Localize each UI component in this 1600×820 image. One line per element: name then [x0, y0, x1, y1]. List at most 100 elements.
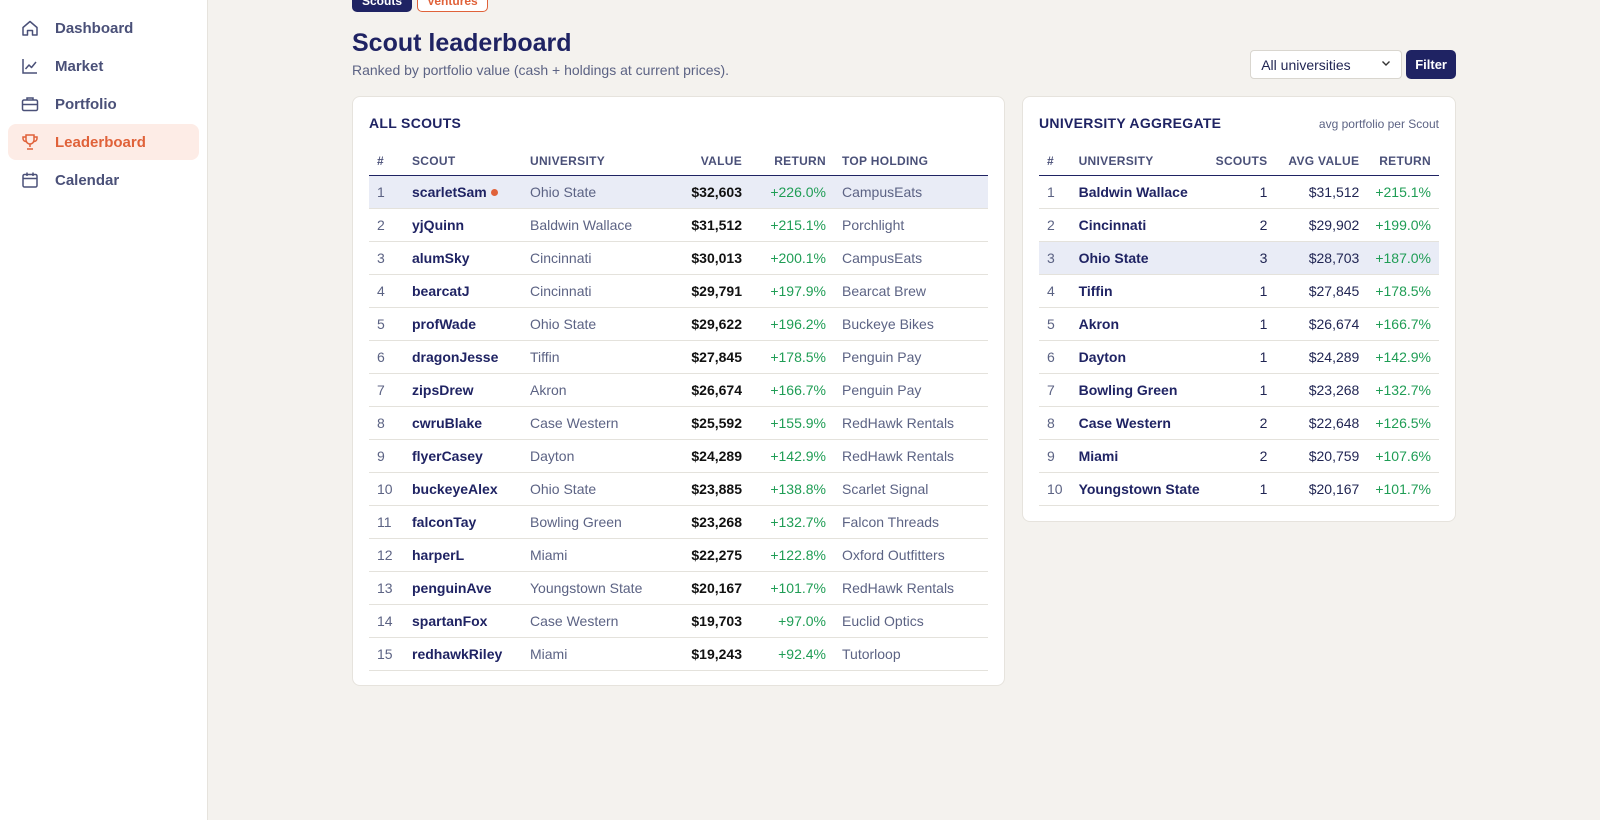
- value-cell: $19,703: [662, 604, 750, 638]
- return-cell: +101.7%: [750, 571, 834, 605]
- avg-value-cell: $31,512: [1275, 175, 1368, 209]
- scout-row[interactable]: 6 dragonJesse Tiffin $27,845 +178.5% Penguin …: [369, 340, 988, 374]
- sidebar-item-dashboard[interactable]: Dashboard: [8, 10, 199, 46]
- university-row[interactable]: 7 Bowling Green 1 $23,268 +132.7%: [1039, 373, 1439, 407]
- tab-scouts[interactable]: Scouts: [352, 0, 413, 12]
- university-row[interactable]: 10 Youngstown State 1 $20,167 +101.7%: [1039, 472, 1439, 506]
- top-holding-cell: RedHawk Rentals: [834, 406, 988, 440]
- university-row[interactable]: 5 Akron 1 $26,674 +166.7%: [1039, 307, 1439, 341]
- sidebar-item-portfolio[interactable]: Portfolio: [8, 86, 199, 122]
- return-cell: +226.0%: [750, 175, 834, 209]
- scouts-count-cell: 2: [1207, 208, 1276, 242]
- scout-row[interactable]: 15 redhawkRiley Miami $19,243 +92.4% Tutorloo…: [369, 637, 988, 671]
- university-aggregate-note: avg portfolio per Scout: [1318, 117, 1439, 131]
- scout-row[interactable]: 9 flyerCasey Dayton $24,289 +142.9% RedHawk R…: [369, 439, 988, 473]
- return-cell: +97.0%: [750, 604, 834, 638]
- university-row[interactable]: 3 Ohio State 3 $28,703 +187.0%: [1039, 241, 1439, 275]
- scout-row[interactable]: 7 zipsDrew Akron $26,674 +166.7% Penguin Pay: [369, 373, 988, 407]
- chart-line-icon: [20, 56, 40, 76]
- university-row[interactable]: 6 Dayton 1 $24,289 +142.9%: [1039, 340, 1439, 374]
- university-cell: Ohio State: [522, 472, 662, 506]
- column-header: SCOUTS: [1207, 147, 1276, 176]
- university-cell: Ohio State: [522, 307, 662, 341]
- sidebar-item-market[interactable]: Market: [8, 48, 199, 84]
- avg-value-cell: $22,648: [1275, 406, 1368, 440]
- scout-row[interactable]: 5 profWade Ohio State $29,622 +196.2% Buckeye…: [369, 307, 988, 341]
- university-aggregate-title: UNIVERSITY AGGREGATE: [1039, 115, 1222, 131]
- scouts-count-cell: 1: [1207, 175, 1276, 209]
- university-name-cell: Dayton: [1070, 340, 1208, 374]
- scout-name[interactable]: cwruBlake: [412, 414, 483, 431]
- column-header: #: [1039, 147, 1071, 176]
- scout-row[interactable]: 8 cwruBlake Case Western $25,592 +155.9% RedH…: [369, 406, 988, 440]
- scout-name[interactable]: spartanFox: [412, 612, 488, 629]
- column-header: VALUE: [662, 147, 750, 176]
- return-cell: +166.7%: [750, 373, 834, 407]
- university-aggregate-card: UNIVERSITY AGGREGATE avg portfolio per S…: [1022, 96, 1456, 522]
- tab-ventures[interactable]: Ventures: [417, 0, 488, 12]
- scout-name[interactable]: falconTay: [412, 513, 477, 530]
- scout-name[interactable]: yjQuinn: [412, 216, 465, 233]
- university-row[interactable]: 8 Case Western 2 $22,648 +126.5%: [1039, 406, 1439, 440]
- scout-name[interactable]: alumSky: [412, 249, 470, 266]
- scout-row[interactable]: 1 scarletSam Ohio State $32,603 +226.0% Campu…: [369, 175, 988, 209]
- university-row[interactable]: 2 Cincinnati 2 $29,902 +199.0%: [1039, 208, 1439, 242]
- scout-name[interactable]: bearcatJ: [412, 282, 470, 299]
- sidebar-item-label: Portfolio: [55, 95, 117, 113]
- scout-name[interactable]: profWade: [412, 315, 477, 332]
- calendar-icon: [20, 170, 40, 190]
- return-cell: +196.2%: [750, 307, 834, 341]
- scout-name[interactable]: harperL: [412, 546, 465, 563]
- page-title: Scout leaderboard: [352, 29, 572, 57]
- return-cell: +142.9%: [1367, 340, 1439, 374]
- rank-cell: 5: [369, 307, 404, 341]
- scout-row[interactable]: 13 penguinAve Youngstown State $20,167 +101.…: [369, 571, 988, 605]
- university-name-cell: Ohio State: [1070, 241, 1208, 275]
- rank-cell: 2: [369, 208, 404, 242]
- scout-name[interactable]: dragonJesse: [412, 348, 499, 365]
- scout-name[interactable]: buckeyeAlex: [412, 480, 498, 497]
- scout-name-cell: falconTay: [404, 505, 522, 539]
- university-name-cell: Case Western: [1070, 406, 1208, 440]
- scout-name-cell: penguinAve: [404, 571, 522, 605]
- scout-name[interactable]: zipsDrew: [412, 381, 474, 398]
- sidebar-item-calendar[interactable]: Calendar: [8, 162, 199, 198]
- university-row[interactable]: 1 Baldwin Wallace 1 $31,512 +215.1%: [1039, 175, 1439, 209]
- university-cell: Baldwin Wallace: [522, 208, 662, 242]
- scout-name[interactable]: scarletSam: [412, 183, 487, 200]
- university-row[interactable]: 9 Miami 2 $20,759 +107.6%: [1039, 439, 1439, 473]
- value-cell: $24,289: [662, 439, 750, 473]
- avg-value-cell: $20,759: [1275, 439, 1368, 473]
- scout-row[interactable]: 14 spartanFox Case Western $19,703 +97.0% Euc…: [369, 604, 988, 638]
- scout-row[interactable]: 10 buckeyeAlex Ohio State $23,885 +138.8% Sca…: [369, 472, 988, 506]
- sidebar-item-leaderboard[interactable]: Leaderboard: [8, 124, 199, 160]
- scout-name-cell: harperL: [404, 538, 522, 572]
- scout-row[interactable]: 3 alumSky Cincinnati $30,013 +200.1% CampusEa…: [369, 241, 988, 275]
- university-cell: Cincinnati: [522, 274, 662, 308]
- page-subtitle: Ranked by portfolio value (cash + holdin…: [352, 62, 730, 78]
- value-cell: $22,275: [662, 538, 750, 572]
- scout-name[interactable]: penguinAve: [412, 579, 492, 596]
- scout-row[interactable]: 2 yjQuinn Baldwin Wallace $31,512 +215.1% Por…: [369, 208, 988, 242]
- sidebar-item-label: Market: [55, 57, 104, 75]
- value-cell: $25,592: [662, 406, 750, 440]
- value-cell: $23,268: [662, 505, 750, 539]
- scout-row[interactable]: 4 bearcatJ Cincinnati $29,791 +197.9% Bearcat…: [369, 274, 988, 308]
- value-cell: $20,167: [662, 571, 750, 605]
- university-select[interactable]: All universities: [1250, 50, 1403, 79]
- scout-name[interactable]: flyerCasey: [412, 447, 483, 464]
- return-cell: +197.9%: [750, 274, 834, 308]
- top-holding-cell: Oxford Outfitters: [834, 538, 988, 572]
- rank-cell: 6: [369, 340, 404, 374]
- top-holding-cell: Penguin Pay: [834, 373, 988, 407]
- scout-row[interactable]: 12 harperL Miami $22,275 +122.8% Oxford Outfi…: [369, 538, 988, 572]
- top-holding-cell: Scarlet Signal: [834, 472, 988, 506]
- scout-name-cell: bearcatJ: [404, 274, 522, 308]
- scout-name-cell: buckeyeAlex: [404, 472, 522, 506]
- university-row[interactable]: 4 Tiffin 1 $27,845 +178.5%: [1039, 274, 1439, 308]
- university-cell: Youngstown State: [522, 571, 662, 605]
- scout-row[interactable]: 11 falconTay Bowling Green $23,268 +132.7% Fa…: [369, 505, 988, 539]
- scout-name[interactable]: redhawkRiley: [412, 645, 503, 662]
- filter-button[interactable]: Filter: [1406, 50, 1456, 79]
- column-header: UNIVERSITY: [522, 147, 662, 176]
